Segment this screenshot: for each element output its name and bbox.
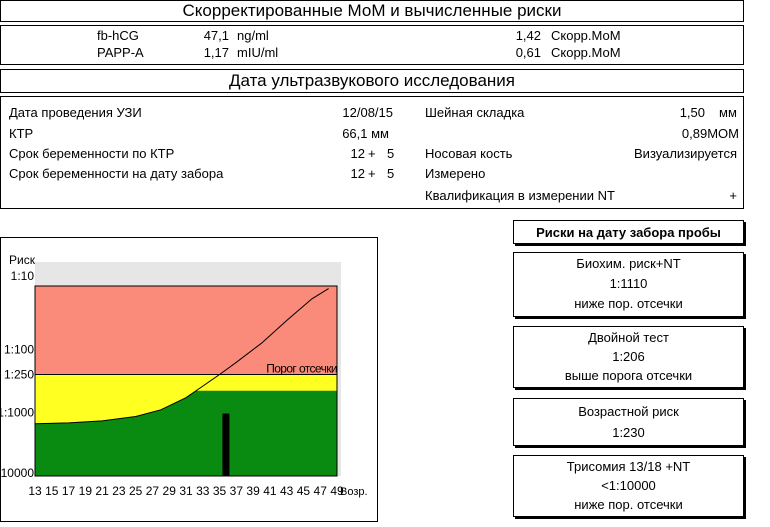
marker-unit: ng/ml [237, 28, 269, 43]
x-tick-label: 47 [314, 484, 328, 498]
y-axis-label: Риск [9, 253, 36, 267]
y-tick-label: 1:10000 [1, 466, 34, 480]
x-tick-label: 15 [45, 484, 59, 498]
chart-right-strip [337, 262, 341, 476]
nt-unit: мм [719, 105, 737, 120]
nasal-bone-value: Визуализируется [634, 146, 737, 161]
marker-unit: mIU/ml [237, 45, 279, 60]
ga-crl-days: 5 [387, 146, 395, 161]
x-tick-label: 13 [28, 484, 42, 498]
us-date-value: 12/08/15 [342, 105, 393, 120]
low-risk-zone [35, 390, 337, 476]
x-tick-label: 29 [163, 484, 177, 498]
nt-label: Шейная складка [425, 105, 525, 120]
marker-value: 47,1 [203, 28, 229, 43]
risk-name: Двойной тест [588, 330, 669, 345]
risk-name: Трисомия 13/18 +NT [566, 459, 691, 474]
x-tick-label: 21 [95, 484, 109, 498]
nt-qualification-value: + [729, 188, 737, 203]
marker-name: PAPP-A [97, 45, 144, 60]
crl-value: 66,1 мм [342, 126, 389, 141]
risks-title: Риски на дату забора пробы [536, 225, 721, 240]
nt-mom-value: 0,89МОМ [681, 126, 739, 141]
ultrasound-header: Дата ультразвукового исследования [0, 69, 744, 93]
ga-sample-weeks: 12 [350, 166, 365, 181]
x-tick-label: 35 [213, 484, 227, 498]
x-tick-label: 33 [196, 484, 210, 498]
x-tick-label: 19 [79, 484, 93, 498]
y-tick-label: 1:10 [11, 269, 35, 283]
risk-name: Биохим. риск+NT [576, 256, 681, 271]
cutoff-label: Порог отсечки [266, 362, 337, 376]
x-tick-label: 49 [330, 484, 344, 498]
x-tick-label: 41 [263, 484, 277, 498]
risk-name: Возрастной риск [578, 404, 679, 419]
y-tick-label: 1:250 [4, 368, 34, 382]
x-tick-label: 17 [62, 484, 76, 498]
y-tick-label: 1:1000 [1, 406, 34, 420]
ga-sample-days: 5 [387, 166, 395, 181]
marker-mom: 1,42 [515, 28, 541, 43]
x-tick-label: 39 [246, 484, 260, 498]
x-tick-label: 43 [280, 484, 294, 498]
marker-mom-label: Скорр.МоМ [551, 28, 621, 43]
patient-risk-marker [222, 413, 230, 476]
measured-label: Измерено [425, 166, 486, 181]
x-tick-label: 37 [230, 484, 244, 498]
risk-value: 1:1110 [609, 276, 648, 291]
risk-status: ниже пор. отсечки [574, 497, 683, 512]
risk-status: ниже пор. отсечки [574, 296, 683, 311]
x-tick-label: 23 [112, 484, 126, 498]
ga-sample-plus: + [368, 166, 376, 181]
x-tick-label: 27 [146, 484, 160, 498]
report-header: Скорректированные МоМ и вычисленные риск… [0, 0, 744, 22]
age-risk-curve [34, 288, 329, 425]
ga-crl-weeks: 12 [350, 146, 365, 161]
risk-value: <1:10000 [601, 478, 656, 493]
risk-card-trisomy-13-18: Трисомия 13/18 +NT <1:10000 ниже пор. от… [513, 455, 744, 517]
plot-frame [34, 285, 338, 477]
marker-value: 1,17 [203, 45, 229, 60]
age-risk-chart: Риск1:101:1001:2501:10001:10000131517192… [1, 253, 368, 498]
risk-value: 1:206 [612, 349, 645, 364]
risk-card-double-test: Двойной тест 1:206 выше порога отсечки [513, 326, 744, 388]
ga-crl-label: Срок беременности по КТР [9, 146, 175, 161]
risk-value: 1:230 [612, 425, 645, 440]
x-tick-label: 25 [129, 484, 143, 498]
x-tick-label: 31 [179, 484, 193, 498]
crl-label: КТР [9, 126, 34, 141]
marker-mom-label: Скорр.МоМ [551, 45, 621, 60]
risk-chart-panel: Риск1:101:1001:2501:10001:10000131517192… [0, 237, 378, 522]
nt-value: 1,50 [679, 105, 705, 120]
y-tick-label: 1:100 [4, 342, 34, 356]
x-tick-label: 45 [297, 484, 311, 498]
ga-sample-label: Срок беременности на дату забора [9, 166, 224, 181]
x-axis-label: Возр. [340, 486, 368, 498]
risk-card-biochem: Биохим. риск+NT 1:1110 ниже пор. отсечки [513, 252, 744, 317]
risks-title-box: Риски на дату забора пробы [513, 220, 744, 244]
high-risk-zone [35, 286, 337, 375]
ultrasound-title: Дата ультразвукового исследования [228, 71, 516, 90]
ga-crl-plus: + [368, 146, 376, 161]
ultrasound-panel: Дата проведения УЗИ 12/08/15 КТР 66,1 мм… [0, 96, 744, 209]
chart-top-strip [35, 262, 341, 286]
risk-card-age: Возрастной риск 1:230 [513, 398, 744, 446]
marker-mom: 0,61 [515, 45, 541, 60]
nasal-bone-label: Носовая кость [425, 146, 513, 161]
risk-status: выше порога отсечки [564, 368, 693, 383]
us-date-label: Дата проведения УЗИ [9, 105, 142, 120]
report-title: Скорректированные МоМ и вычисленные риск… [182, 1, 562, 20]
mom-panel: fb-hCG 47,1 ng/ml 1,42 Скорр.МоМ PAPP-A … [0, 25, 744, 65]
nt-qualification-label: Квалификация в измерении NT [425, 188, 615, 203]
marker-name: fb-hCG [97, 28, 139, 43]
